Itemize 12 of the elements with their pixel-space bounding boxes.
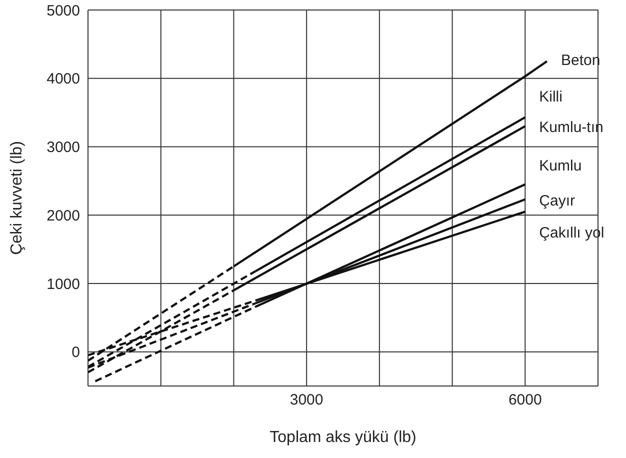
y-tick-label: 5000 [46,2,80,20]
y-tick-label: 1000 [46,276,80,293]
y-tick-label: 3000 [46,139,80,156]
x-tick-label: 6000 [508,392,542,409]
series-label: Killi [539,88,562,106]
series-label: Çayır [539,192,575,210]
y-axis-title: Çeki kuvveti (lb) [8,141,26,255]
y-tick-label: 2000 [46,207,80,224]
y-tick-label: 0 [72,344,80,362]
y-tick-label: 4000 [46,70,80,88]
series-label: Kumlu [539,157,582,174]
x-axis-title: Toplam aks yükü (lb) [270,429,416,446]
